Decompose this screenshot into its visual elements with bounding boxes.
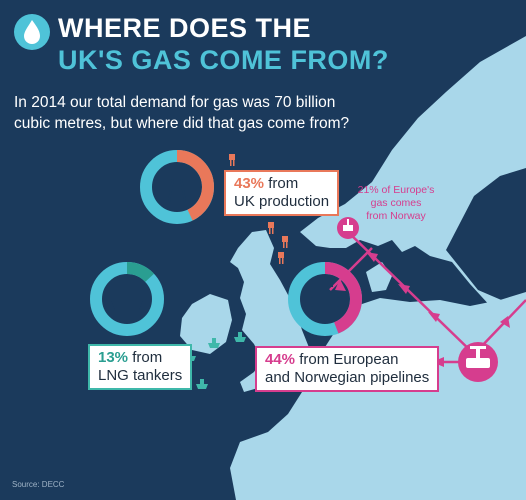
pipelines-from: from European [295,351,399,368]
uk-production-label: 43% from UK production [224,170,340,216]
pipeline-arrows [335,252,510,367]
subtitle-line-2: cubic metres, but where did that gas com… [14,115,350,132]
ireland-landmass [180,294,232,354]
subtitle-line-1: In 2014 our total demand for gas was 70 … [14,94,336,111]
small-tanker-icon [196,379,208,389]
gas-flame-icon [14,14,50,50]
title-line-1: WHERE DOES THE [58,13,312,43]
norway-note-line-3: from Norway [366,210,426,222]
denmark-landmass [366,262,392,292]
uk-production-percent: 43% [234,175,265,192]
pipeline-valve-icon [311,284,339,307]
tanker-ship-icon [111,284,143,310]
pipeline-hub-icon [458,342,498,382]
source-credit: Source: DECC [12,480,65,489]
small-oil-rig-icon [282,236,288,248]
continental-europe-landmass [230,292,526,500]
pipelines-label: 44% from European and Norwegian pipeline… [255,346,440,392]
uk-production-donut [140,150,214,224]
pipelines-text: and Norwegian pipelines [265,369,430,386]
offshore-rig-markers [229,154,288,264]
norway-pipeline-node [337,217,359,239]
small-oil-rig-icon [278,252,284,264]
lng-percent: 13% [98,349,129,366]
pipelines-percent: 44% [265,351,296,368]
lng-text: LNG tankers [98,367,183,384]
pipelines-donut [288,262,362,336]
small-oil-rig-icon [268,222,274,234]
title-line-2: UK'S GAS COME FROM? [58,45,389,75]
norway-note-line-2: gas comes [370,197,422,209]
uk-production-text: UK production [234,193,330,210]
baltic-sea [446,168,526,302]
lng-from: from [128,349,163,366]
norway-note-line-1: 21% of Europe's [357,184,435,196]
lng-label: 13% from LNG tankers [88,344,193,390]
uk-production-from: from [264,175,299,192]
small-tanker-icon [234,332,246,342]
lng-donut [90,262,164,336]
subtitle: In 2014 our total demand for gas was 70 … [14,92,514,134]
small-tanker-icon [208,338,220,348]
norway-note: 21% of Europe's gas comes from Norway [340,184,452,223]
oil-rig-icon [166,170,188,203]
small-oil-rig-icon [229,154,235,166]
